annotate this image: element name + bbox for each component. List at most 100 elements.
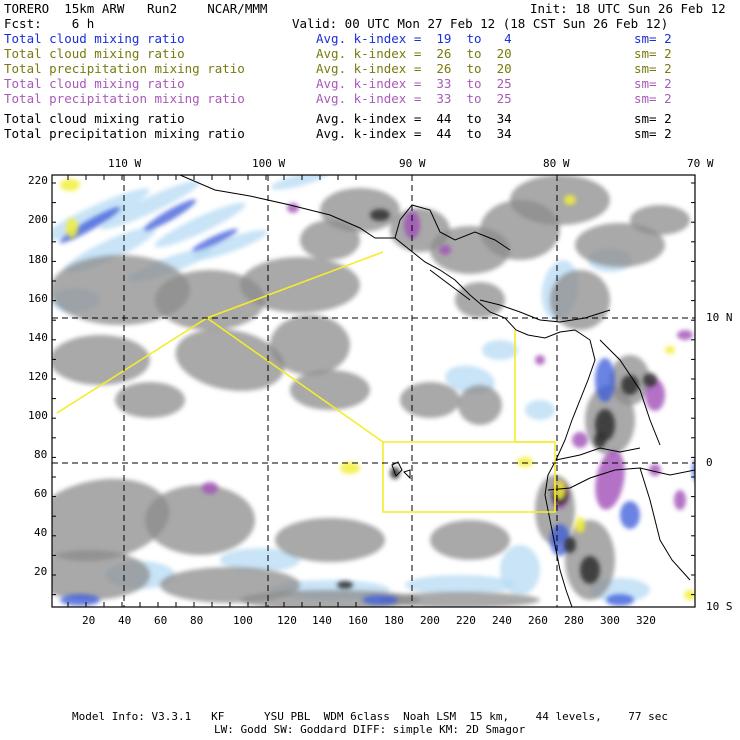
x-tick-label: 300 [600, 614, 620, 627]
gray-cloud-patch [630, 205, 690, 235]
dark-cloud-core [594, 432, 606, 448]
gray-cloud-patch [430, 520, 510, 560]
gray-cloud-patch [52, 478, 170, 562]
blue-cloud-patch [362, 595, 398, 605]
light-blue-cloud-patch [100, 180, 200, 230]
legend-field: Total precipitation mixing ratio [4, 126, 245, 141]
lon-label: 70 W [687, 157, 714, 170]
gray-cloud-patch [52, 335, 150, 385]
light-blue-cloud-patch [220, 548, 300, 572]
x-tick-label: 200 [420, 614, 440, 627]
x-tick-label: 20 [82, 614, 96, 627]
x-tick-label: 320 [636, 614, 656, 627]
y-tick-label: 180 [28, 253, 48, 266]
legend-kindex: Avg. k-index = 44 to 34 [316, 126, 512, 141]
lon-label: 90 W [399, 157, 426, 170]
y-tick-label: 80 [34, 448, 48, 461]
yellow-cloud-field [60, 179, 695, 600]
light-blue-cloud-patch [154, 202, 246, 248]
x-tick-label: 120 [277, 614, 297, 627]
x-tick-label: 160 [348, 614, 368, 627]
gray-cloud-patch [155, 270, 265, 330]
gray-cloud-patch [380, 592, 540, 607]
y-tick-label: 200 [28, 213, 48, 226]
gray-cloud-patch [275, 518, 385, 562]
x-tick-label: 60 [154, 614, 168, 627]
x-tick-label: 180 [384, 614, 404, 627]
gray-cloud-patch [145, 485, 255, 555]
yellow-cloud-patch [684, 590, 695, 600]
x-tick-label: 280 [564, 614, 584, 627]
gray-cloud-patch [400, 382, 460, 418]
gray-cloud-patch [115, 382, 185, 418]
border-colombia-ecuador [555, 447, 641, 461]
gray-cloud-patch [300, 220, 360, 260]
light-blue-cloud-patch [192, 229, 268, 261]
gray-cloud-patch [270, 315, 350, 375]
border-central-america [429, 269, 471, 301]
map-field-layer [52, 175, 695, 607]
legend-kindex: Avg. k-index = 33 to 25 [316, 76, 512, 91]
lon-label: 110 W [108, 157, 142, 170]
model-physics-line: LW: Godd SW: Goddard DIFF: simple KM: 2D… [214, 723, 526, 736]
gray-cloud-patch [510, 175, 610, 225]
purple-cloud-patch [535, 355, 545, 365]
dark-cloud-core [643, 373, 657, 387]
y-tick-label: 120 [28, 370, 48, 383]
y-tick-label: 220 [28, 174, 48, 187]
lat-label: 0 [706, 456, 713, 469]
gray-cloud-patch [390, 208, 450, 252]
gray-cloud-patch [575, 223, 665, 267]
gray-cloud-patch [175, 328, 285, 392]
light-blue-cloud-patch [405, 575, 515, 595]
x-tick-label: 140 [312, 614, 332, 627]
legend-sm: sm= 2 [634, 61, 672, 76]
coastline-gulf [394, 204, 511, 251]
lon-label: 100 W [252, 157, 286, 170]
purple-cloud-patch [595, 450, 625, 510]
blue-cloud-patch [60, 594, 100, 606]
yellow-cloud-patch [665, 346, 675, 354]
legend-sm: sm= 2 [634, 126, 672, 141]
legend-field: Total precipitation mixing ratio [4, 91, 245, 106]
legend-kindex: Avg. k-index = 44 to 34 [316, 111, 512, 126]
gray-cloud-patch [240, 257, 360, 313]
y-tick-label: 60 [34, 487, 48, 500]
legend-kindex: Avg. k-index = 33 to 25 [316, 91, 512, 106]
gray-cloud-patch [52, 255, 190, 325]
border-peru-brazil [639, 467, 691, 581]
purple-cloud-patch [202, 482, 218, 494]
frame-ticks [52, 175, 695, 607]
gray-cloud-patch [52, 550, 150, 600]
x-tick-label: 240 [492, 614, 512, 627]
border-ecuador-peru [547, 467, 695, 491]
dark-cloud-core [580, 556, 600, 584]
purple-cloud-patch [649, 464, 661, 476]
blue-cloud-patch [192, 228, 238, 252]
model-title: TORERO 15km ARW Run2 NCAR/MMM [4, 1, 268, 16]
dark-cloud-core [370, 209, 390, 221]
light-blue-cloud-patch [500, 545, 540, 595]
blue-cloud-patch [143, 199, 197, 231]
legend-sm: sm= 2 [634, 31, 672, 46]
blue-cloud-patch [595, 358, 615, 402]
model-info-line: Model Info: V3.3.1 KF YSU PBL WDM 6class… [72, 710, 669, 723]
legend-field: Total precipitation mixing ratio [4, 61, 245, 76]
yellow-cloud-patch [66, 218, 78, 238]
map-frame [51, 174, 696, 608]
y-tick-label: 40 [34, 526, 48, 539]
lat-label: 10 S [706, 600, 733, 613]
blue-cloud-patch [606, 594, 634, 606]
yellow-cloud-patch [564, 195, 576, 205]
y-tick-label: 160 [28, 292, 48, 305]
legend-kindex: Avg. k-index = 26 to 20 [316, 61, 512, 76]
legend-field: Total cloud mixing ratio [4, 31, 185, 46]
forecast-hour: Fcst: 6 h [4, 16, 95, 31]
x-tick-label: 260 [528, 614, 548, 627]
gray-cloud-patch [550, 270, 610, 330]
x-tick-label: 220 [456, 614, 476, 627]
coastline-south-america [544, 329, 596, 607]
valid-time: Valid: 00 UTC Mon 27 Feb 12 (18 CST Sun … [292, 16, 669, 31]
coastline-mexico-central-america [179, 175, 576, 339]
x-tick-label: 100 [233, 614, 253, 627]
